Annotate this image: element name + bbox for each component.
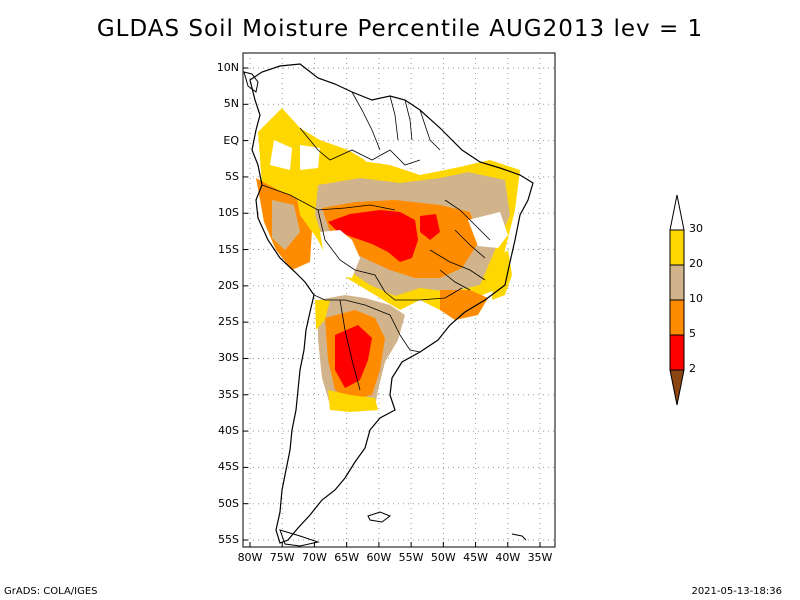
zone-white-4: [270, 140, 292, 170]
zone-south-yellow-2: [315, 300, 330, 330]
zone-south-red: [335, 325, 372, 388]
south-georgia: [511, 533, 527, 541]
lat-label: 10N: [216, 61, 239, 74]
zone-central-red-2: [420, 214, 440, 240]
zone-white-3: [300, 145, 320, 170]
lat-label: 5S: [225, 169, 239, 183]
tierra-del-fuego: [279, 529, 320, 547]
map-title: GLDAS Soil Moisture Percentile AUG2013 l…: [96, 16, 704, 42]
lon-label: 70W: [302, 551, 327, 564]
lat-label: EQ: [223, 133, 239, 147]
colorbar-top-arrow: [669, 194, 685, 231]
colorbar-level-label: 10: [689, 292, 703, 305]
anomaly-zones: [256, 108, 520, 412]
south-america-coastline: [249, 63, 534, 544]
colorbar-bottom-arrow: [669, 369, 685, 406]
colorbar-20-30: [669, 229, 685, 266]
lon-label: 35W: [527, 551, 553, 564]
lat-label: 45S: [218, 460, 239, 474]
colorbar-5-10: [669, 299, 685, 336]
lon-label: 50W: [430, 551, 456, 564]
zone-w-tan: [272, 200, 300, 250]
zone-south-yellow: [328, 390, 378, 412]
zone-central-red: [328, 210, 418, 262]
colorbar-level-label: 20: [689, 257, 703, 270]
colorbar-level-label: 30: [689, 222, 703, 235]
lon-label: 55W: [398, 551, 424, 564]
lat-label: 20S: [218, 278, 239, 292]
central-america-coastline: [243, 71, 259, 93]
lon-label: 45W: [463, 551, 488, 564]
lat-label: 50S: [218, 496, 239, 510]
footer-credit: GrADS: COLA/IGES: [4, 586, 98, 597]
zone-east-yellow: [492, 250, 512, 300]
footer-timestamp: 2021-05-13-18:36: [691, 586, 782, 597]
lon-label: 75W: [269, 551, 295, 564]
lat-label: 5N: [223, 97, 239, 111]
lon-label: 80W: [237, 551, 263, 564]
lat-label: 55S: [218, 533, 239, 546]
falkland-islands: [367, 511, 392, 523]
lat-label: 25S: [218, 315, 239, 329]
lon-label: 40W: [495, 551, 521, 564]
lat-label: 10S: [218, 206, 239, 220]
colorbar-10-20: [669, 264, 685, 301]
lon-label: 65W: [334, 551, 360, 564]
lat-label: 30S: [218, 351, 239, 365]
colorbar-level-label: 5: [689, 327, 696, 340]
zone-white-2: [468, 212, 508, 248]
zone-white-1: [320, 230, 360, 278]
zone-east-orange: [440, 290, 488, 320]
lat-label: 40S: [218, 424, 239, 438]
lat-label: 15S: [218, 242, 239, 256]
colorbar-level-label: 2: [689, 362, 696, 375]
colorbar-2-5: [669, 334, 685, 371]
country-borders: [261, 91, 491, 391]
lat-label: 35S: [218, 387, 239, 401]
lon-label: 60W: [366, 551, 392, 564]
